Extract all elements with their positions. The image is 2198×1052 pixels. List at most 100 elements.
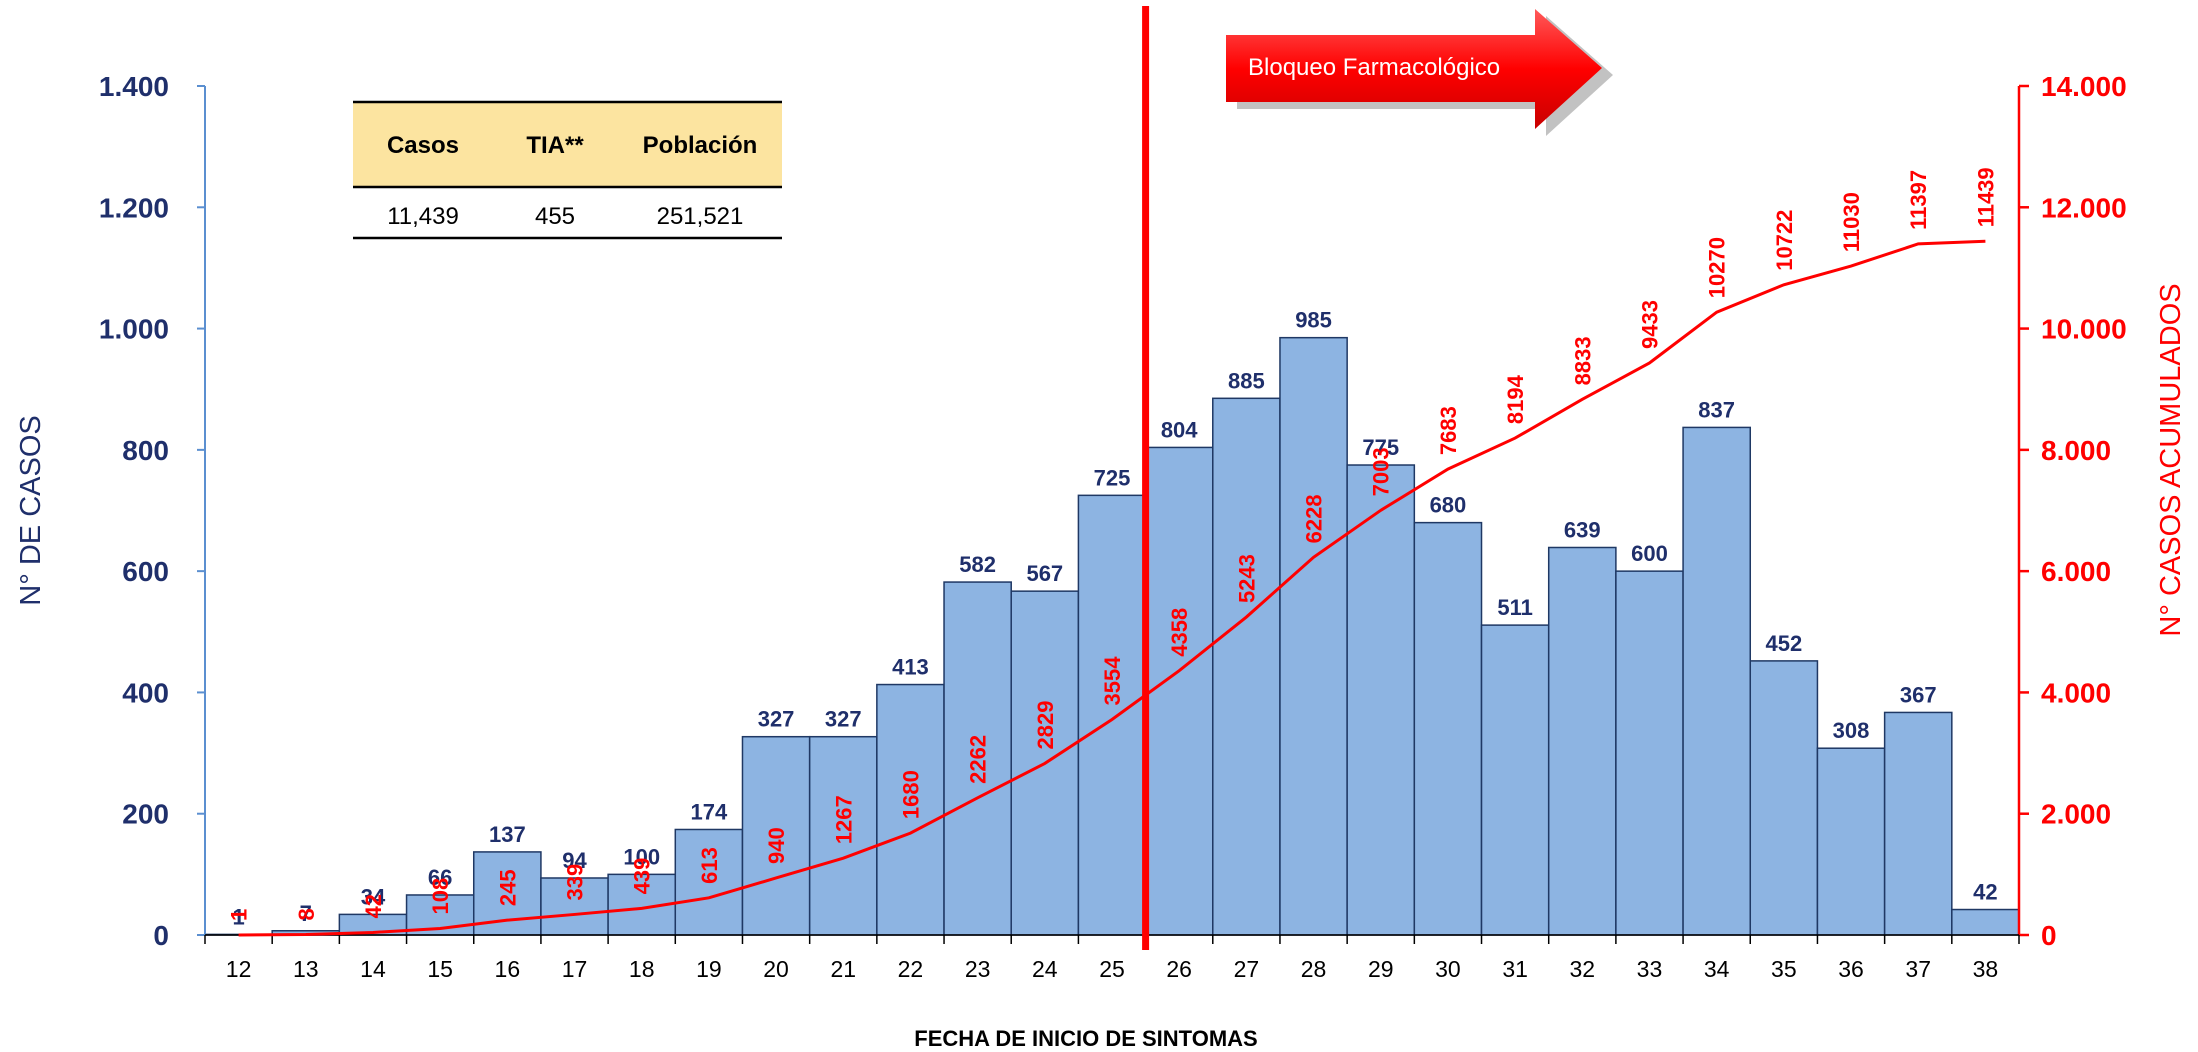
summary-table-cell: 11,439 — [387, 203, 459, 230]
bar-value-label: 511 — [1497, 595, 1533, 620]
xtick-label: 32 — [1569, 956, 1595, 982]
bar-value-label: 804 — [1161, 417, 1198, 442]
cumulative-value-label: 42 — [361, 894, 386, 918]
bar-32 — [1547, 546, 1617, 936]
ytick-right-label: 14.000 — [2041, 71, 2127, 102]
xtick-label: 18 — [629, 956, 655, 982]
bar-value-label: 680 — [1430, 493, 1467, 518]
cumulative-value-label: 4358 — [1167, 608, 1192, 657]
xtick-label: 16 — [495, 956, 521, 982]
bar-value-label: 985 — [1295, 308, 1332, 333]
xtick-label: 35 — [1771, 956, 1797, 982]
cumulative-value-label: 339 — [563, 864, 588, 901]
cumulative-value-label: 8833 — [1570, 336, 1595, 385]
cumulative-value-label: 11397 — [1906, 170, 1931, 230]
bar-34 — [1682, 426, 1752, 936]
xtick-label: 25 — [1099, 956, 1125, 982]
xtick-label: 23 — [965, 956, 991, 982]
xtick-label: 36 — [1838, 956, 1864, 982]
summary-table-header-bg — [353, 102, 782, 186]
x-axis-title: FECHA DE INICIO DE SINTOMAS — [914, 1026, 1257, 1051]
xtick-label: 17 — [562, 956, 588, 982]
ytick-left-label: 1.000 — [99, 314, 169, 345]
xtick-label: 30 — [1435, 956, 1461, 982]
bar-value-label: 7 — [300, 901, 312, 926]
xtick-label: 37 — [1905, 956, 1931, 982]
ytick-right-label: 6.000 — [2041, 556, 2111, 587]
cumulative-value-label: 8194 — [1503, 374, 1528, 424]
cumulative-value-label: 10270 — [1705, 237, 1730, 298]
xtick-label: 29 — [1368, 956, 1394, 982]
bar-20 — [741, 735, 811, 936]
xtick-label: 26 — [1166, 956, 1192, 982]
cumulative-value-label: 5243 — [1234, 554, 1259, 603]
y-axis-title-left: N° DE CASOS — [15, 415, 47, 605]
ytick-right-label: 10.000 — [2041, 314, 2127, 345]
ytick-right-label: 0 — [2041, 920, 2057, 951]
bar-value-label: 639 — [1564, 517, 1601, 542]
bar-33 — [1615, 570, 1684, 936]
xtick-label: 24 — [1032, 956, 1058, 982]
cumulative-value-label: 2262 — [966, 735, 991, 784]
xtick-label: 15 — [427, 956, 453, 982]
bar-value-label: 34 — [361, 884, 386, 909]
xtick-label: 33 — [1637, 956, 1663, 982]
bar-value-label: 452 — [1765, 631, 1802, 656]
ytick-right-label: 12.000 — [2041, 192, 2127, 223]
xtick-label: 12 — [226, 956, 252, 982]
bar-value-label: 100 — [623, 844, 660, 869]
cumulative-value-label: 2829 — [1033, 700, 1058, 749]
ytick-right-label: 2.000 — [2041, 799, 2111, 830]
bar-31 — [1480, 624, 1550, 936]
bar-37 — [1883, 711, 1953, 936]
bar-value-label: 327 — [825, 707, 862, 732]
bar-23 — [943, 581, 1012, 936]
cumulative-line — [238, 239, 1986, 937]
cumulative-value-label: 11439 — [1973, 167, 1998, 227]
bar-30 — [1413, 521, 1483, 936]
bar-27 — [1212, 397, 1281, 936]
ytick-left-label: 0 — [153, 920, 169, 951]
ytick-left-label: 1.400 — [99, 71, 169, 102]
xtick-label: 21 — [830, 956, 856, 982]
bar-value-label: 66 — [428, 865, 452, 890]
ytick-left-label: 600 — [122, 556, 169, 587]
ytick-left-label: 1.200 — [99, 192, 169, 223]
xtick-label: 27 — [1234, 956, 1260, 982]
summary-table-header: Población — [643, 132, 758, 159]
cumulative-value-label: 3554 — [1100, 656, 1125, 706]
bar-value-label: 775 — [1362, 435, 1399, 460]
cumulative-value-label: 9433 — [1637, 300, 1662, 349]
bar-value-label: 885 — [1228, 368, 1265, 393]
bar-value-label: 327 — [758, 707, 795, 732]
cumulative-value-label: 8 — [294, 908, 319, 920]
xtick-label: 22 — [898, 956, 924, 982]
xtick-label: 38 — [1973, 956, 1999, 982]
cumulative-value-label: 439 — [630, 858, 655, 895]
bar-value-label: 42 — [1973, 880, 1997, 905]
bar-value-label: 174 — [691, 799, 728, 824]
bar-value-label: 367 — [1900, 682, 1937, 707]
cumulative-value-label: 10722 — [1772, 210, 1797, 271]
xtick-label: 14 — [360, 956, 386, 982]
bar-value-label: 600 — [1631, 541, 1668, 566]
y-axis-title-right: N° CASOS ACUMULADOS — [2155, 283, 2187, 636]
cumulative-value-label: 11030 — [1839, 192, 1864, 252]
bar-38 — [1951, 908, 2020, 936]
ytick-right-label: 4.000 — [2041, 677, 2111, 708]
xtick-label: 31 — [1502, 956, 1528, 982]
cumulative-value-label: 940 — [764, 827, 789, 864]
xtick-label: 34 — [1704, 956, 1730, 982]
cumulative-value-label: 1 — [227, 909, 252, 921]
cumulative-value-label: 1680 — [898, 770, 923, 819]
cumulative-value-label: 1267 — [831, 795, 856, 844]
bar-26 — [1144, 446, 1214, 936]
bar-35 — [1749, 660, 1819, 936]
bar-29 — [1346, 464, 1416, 936]
bar-value-label: 308 — [1833, 718, 1870, 743]
xtick-label: 19 — [696, 956, 722, 982]
bar-19 — [674, 828, 744, 936]
bar-36 — [1816, 747, 1886, 936]
ytick-right-label: 8.000 — [2041, 435, 2111, 466]
